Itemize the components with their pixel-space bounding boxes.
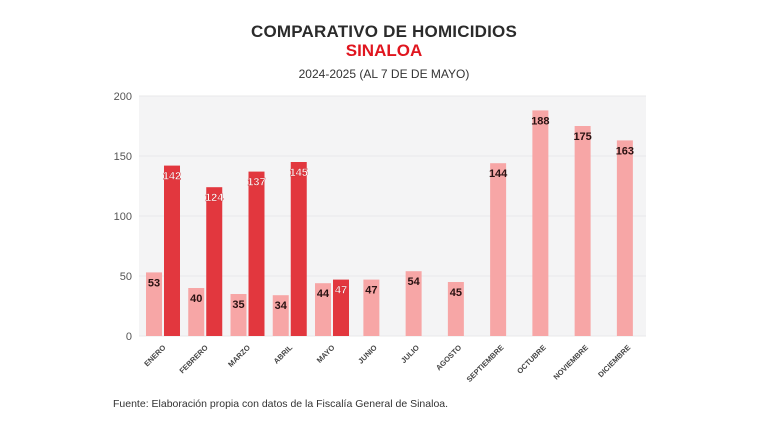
data-label-2024: 45: [450, 287, 462, 299]
bar-2024: [230, 294, 247, 336]
bar-2024: [447, 282, 464, 336]
bar-2024: [532, 110, 549, 337]
bar-2024: [188, 288, 205, 336]
bar-2025: [164, 165, 180, 336]
data-label-2024: 163: [616, 145, 634, 157]
y-tick-label: 150: [114, 151, 132, 163]
x-tick-label: OCTUBRE: [515, 343, 548, 376]
data-label-2024: 54: [408, 276, 421, 288]
chart-subtitle: SINALOA: [345, 41, 423, 60]
data-label-2025: 124: [205, 192, 224, 204]
bar-2024: [405, 271, 422, 336]
chart-title: COMPARATIVO DE HOMICIDIOS: [251, 22, 517, 41]
bar-2025: [248, 171, 265, 336]
data-label-2024: 144: [489, 168, 508, 180]
x-tick-label: JULIO: [399, 343, 421, 365]
y-tick-label: 0: [126, 331, 132, 343]
y-tick-label: 50: [120, 271, 132, 283]
bar-2024: [616, 140, 633, 336]
x-tick-label: NOVIEMBRE: [552, 343, 590, 381]
data-label-2024: 188: [531, 115, 549, 127]
bar-2024: [146, 272, 162, 336]
chart-period: 2024-2025 (AL 7 DE DE MAYO): [298, 67, 470, 81]
x-tick-label: ABRIL: [272, 343, 295, 366]
y-tick-label: 100: [114, 211, 132, 223]
bar-2024: [574, 126, 591, 336]
x-tick-label: JUNIO: [356, 343, 379, 366]
y-tick-label: 200: [114, 91, 132, 103]
bar-2024: [363, 279, 380, 336]
data-label-2025: 142: [163, 171, 181, 183]
x-tick-label: AGOSTO: [434, 343, 463, 372]
x-tick-label: FEBRERO: [177, 343, 209, 375]
bar-2024: [272, 295, 289, 336]
bar-2025: [206, 187, 223, 336]
bar-2025: [333, 279, 349, 336]
source-note: Fuente: Elaboración propia con datos de …: [113, 398, 449, 410]
x-tick-label: ENERO: [142, 343, 167, 368]
x-tick-label: MAYO: [315, 343, 337, 365]
bar-2024: [315, 283, 331, 336]
data-label-2024: 53: [148, 277, 160, 289]
data-label-2025: 145: [290, 167, 308, 179]
data-label-2024: 44: [317, 288, 330, 300]
x-tick-label: SEPTIEMBRE: [465, 343, 506, 384]
data-label-2024: 47: [365, 285, 377, 297]
data-label-2024: 175: [573, 131, 591, 143]
x-tick-label: DICIEMBRE: [596, 343, 632, 379]
data-label-2024: 34: [275, 300, 288, 312]
data-label-2024: 40: [190, 293, 202, 305]
data-label-2025: 137: [247, 177, 265, 189]
bar-2024: [490, 163, 507, 336]
data-label-2024: 35: [232, 299, 244, 311]
data-label-2025: 47: [335, 285, 347, 297]
bar-2025: [290, 162, 307, 336]
x-tick-label: MARZO: [226, 343, 252, 369]
